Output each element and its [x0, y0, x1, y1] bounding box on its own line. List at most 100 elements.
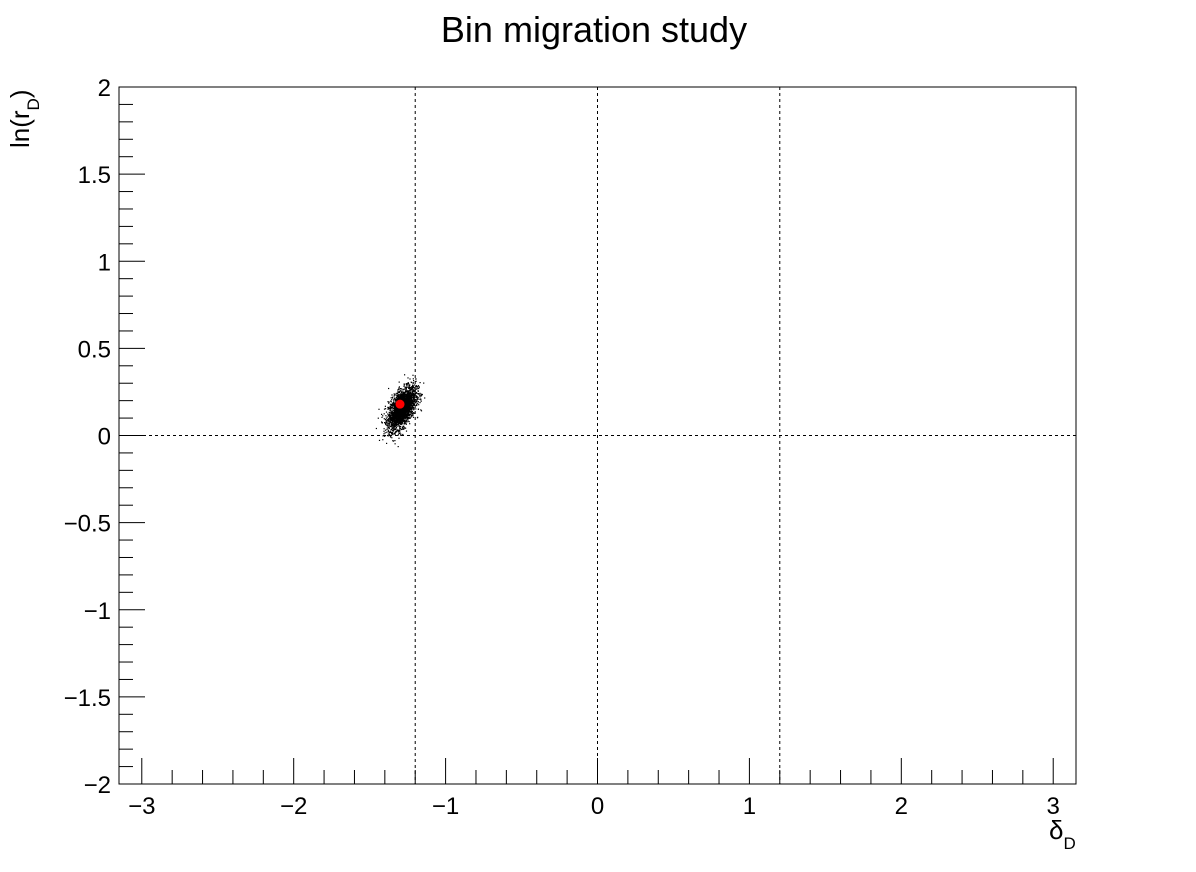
data-point: [406, 419, 408, 421]
data-point: [408, 405, 410, 407]
data-point: [387, 430, 389, 432]
data-point: [409, 391, 411, 393]
data-point: [388, 420, 390, 422]
data-point: [414, 384, 416, 386]
data-point: [394, 398, 396, 400]
data-point: [405, 427, 407, 429]
data-point: [383, 428, 385, 430]
data-point: [397, 414, 399, 416]
data-point: [385, 415, 387, 417]
data-point: [420, 410, 423, 412]
data-point: [412, 395, 414, 397]
data-point: [397, 389, 399, 391]
y-axis-label-post: ): [5, 89, 35, 98]
data-point: [399, 423, 401, 425]
data-point: [400, 434, 402, 436]
data-point: [420, 394, 422, 396]
data-point: [414, 390, 416, 392]
y-tick-label: −0.5: [64, 511, 111, 538]
data-point: [393, 425, 395, 427]
data-point: [393, 398, 395, 401]
data-point: [407, 417, 409, 419]
data-point: [405, 399, 407, 401]
data-point: [404, 420, 407, 422]
data-point: [405, 408, 408, 410]
data-point: [404, 412, 406, 414]
data-point: [406, 416, 408, 418]
data-point: [398, 433, 400, 435]
data-point: [390, 417, 392, 420]
data-point: [392, 440, 394, 442]
data-point: [408, 407, 410, 409]
data-point: [396, 420, 398, 422]
data-point: [399, 426, 401, 428]
data-point: [388, 435, 390, 437]
data-point: [413, 393, 415, 395]
data-point: [411, 388, 413, 390]
data-point: [396, 412, 398, 414]
data-point: [403, 419, 405, 422]
data-point: [413, 397, 415, 399]
data-point: [391, 426, 393, 428]
data-point: [400, 394, 402, 396]
data-point: [395, 409, 397, 411]
data-point: [405, 387, 407, 389]
data-point: [390, 419, 392, 421]
data-point: [407, 412, 409, 414]
data-point: [408, 385, 410, 387]
data-point: [404, 393, 406, 395]
data-point: [412, 397, 415, 399]
data-point: [402, 393, 404, 395]
data-point: [383, 408, 386, 410]
data-point: [390, 411, 392, 413]
data-point: [392, 420, 394, 422]
data-point: [401, 388, 403, 390]
data-point: [391, 437, 393, 439]
data-point: [390, 421, 392, 423]
data-point: [386, 419, 388, 421]
data-point: [389, 420, 391, 422]
data-point: [404, 403, 406, 405]
data-point: [418, 385, 420, 388]
data-point: [410, 397, 412, 400]
y-axis-label-pre: ln(r: [5, 110, 35, 148]
data-point: [397, 393, 399, 395]
data-point: [397, 394, 399, 396]
data-point: [392, 408, 394, 410]
data-point: [398, 398, 400, 400]
data-point: [399, 388, 402, 390]
data-point: [391, 417, 393, 419]
data-point: [402, 395, 404, 397]
data-point: [385, 420, 387, 422]
data-point: [398, 430, 400, 432]
data-point: [413, 400, 415, 402]
data-point: [399, 422, 401, 424]
data-point: [392, 429, 394, 431]
data-point: [408, 421, 410, 423]
data-point: [411, 386, 413, 388]
data-point: [407, 399, 409, 401]
reference-marker: [395, 399, 405, 409]
y-tick-label: 0: [98, 424, 111, 451]
data-point: [405, 390, 407, 393]
data-point: [395, 423, 397, 425]
data-point: [404, 392, 406, 394]
data-point: [402, 411, 404, 413]
data-point: [418, 394, 420, 396]
data-point: [389, 422, 391, 424]
data-point: [394, 414, 396, 416]
data-point: [417, 396, 419, 398]
data-point: [414, 394, 416, 396]
data-point: [416, 397, 418, 399]
data-point: [392, 415, 394, 417]
data-point: [406, 402, 408, 404]
data-point: [412, 378, 414, 380]
data-point: [415, 385, 418, 387]
data-point: [407, 384, 409, 386]
data-point: [403, 415, 406, 418]
data-point: [404, 388, 406, 390]
data-point: [410, 393, 412, 395]
data-point: [394, 420, 396, 422]
data-point: [397, 416, 399, 418]
data-point: [389, 436, 392, 438]
